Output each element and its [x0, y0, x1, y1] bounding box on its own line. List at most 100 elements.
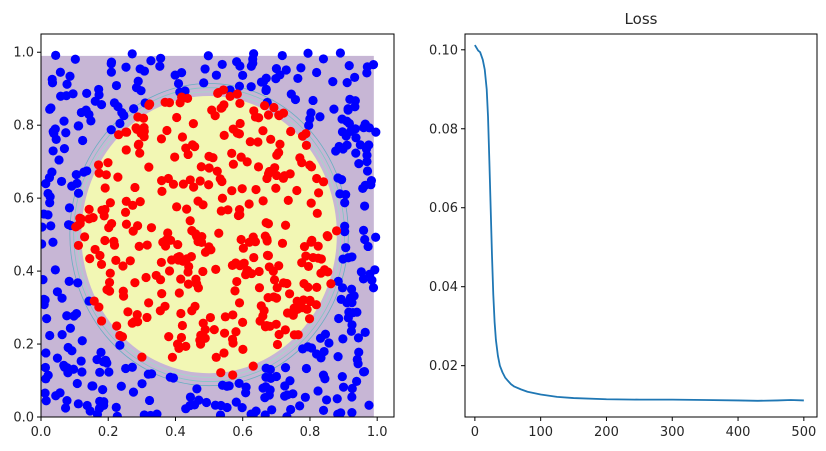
- point-inside: [304, 314, 315, 324]
- point-outside: [280, 363, 291, 373]
- loss-axes-frame: [464, 33, 818, 418]
- point-inside: [93, 160, 104, 170]
- y-tick-label: 0.4: [13, 265, 34, 280]
- point-inside: [99, 211, 109, 221]
- point-outside: [282, 412, 292, 417]
- point-inside: [127, 318, 137, 328]
- point-inside: [195, 176, 205, 186]
- point-inside: [94, 168, 104, 178]
- point-outside: [95, 367, 105, 377]
- point-outside: [246, 61, 256, 71]
- contour-line: [77, 91, 342, 378]
- point-outside: [267, 405, 277, 415]
- point-inside: [157, 288, 167, 299]
- point-outside: [261, 372, 271, 382]
- point-outside: [352, 307, 362, 317]
- point-outside: [59, 143, 70, 154]
- point-outside: [306, 343, 317, 353]
- point-outside: [282, 390, 292, 400]
- point-inside: [76, 214, 86, 224]
- point-outside: [333, 409, 343, 417]
- point-inside: [133, 112, 143, 122]
- point-outside: [59, 116, 69, 126]
- point-outside: [306, 108, 316, 118]
- point-inside: [178, 179, 188, 189]
- point-outside: [168, 373, 179, 383]
- point-outside: [354, 158, 364, 169]
- point-outside: [73, 188, 84, 198]
- point-outside: [338, 334, 348, 344]
- point-outside: [298, 344, 308, 354]
- point-outside: [136, 86, 146, 96]
- point-inside: [235, 98, 245, 108]
- point-inside: [215, 174, 225, 184]
- point-inside: [191, 229, 201, 239]
- point-outside: [46, 103, 56, 113]
- point-outside: [137, 379, 147, 389]
- scatter-y-axis: 0.0 0.2 0.4 0.6 0.8 1.0: [13, 46, 41, 426]
- point-inside: [177, 132, 188, 142]
- point-outside: [296, 63, 306, 73]
- point-outside: [235, 61, 245, 71]
- scatter-x-axis: 0.0 0.2 0.4 0.6 0.8 1.0: [31, 417, 388, 440]
- point-inside: [297, 303, 307, 313]
- point-outside: [61, 128, 71, 138]
- point-inside: [204, 180, 214, 190]
- point-inside: [170, 152, 180, 162]
- point-outside: [313, 386, 323, 396]
- point-inside: [313, 188, 324, 198]
- point-outside: [112, 411, 122, 417]
- point-inside: [96, 316, 107, 326]
- point-outside: [76, 356, 86, 366]
- point-outside: [67, 181, 77, 191]
- point-outside: [362, 68, 372, 78]
- point-inside: [137, 352, 147, 362]
- point-inside: [274, 329, 284, 340]
- point-outside: [45, 330, 55, 341]
- point-inside: [236, 234, 246, 245]
- point-inside: [204, 163, 214, 173]
- loss-x-axis: 0 100 200 300 400 500: [471, 417, 816, 440]
- point-outside: [360, 327, 370, 337]
- point-inside: [85, 254, 95, 264]
- point-inside: [157, 186, 167, 197]
- point-inside: [307, 235, 317, 245]
- point-outside: [41, 388, 50, 398]
- point-outside: [349, 291, 359, 301]
- contour-line: [69, 83, 349, 387]
- point-inside: [220, 312, 230, 322]
- point-outside: [63, 342, 73, 353]
- point-outside: [336, 175, 347, 185]
- point-inside: [122, 127, 132, 137]
- point-inside: [176, 274, 186, 284]
- point-inside: [100, 183, 110, 193]
- point-inside: [218, 85, 229, 95]
- point-inside: [228, 159, 238, 169]
- point-inside: [280, 220, 291, 230]
- y-tick-label: 0.8: [13, 119, 34, 134]
- point-inside: [292, 185, 302, 196]
- point-outside: [303, 48, 313, 58]
- point-inside: [106, 219, 117, 229]
- point-inside: [214, 228, 224, 238]
- point-inside: [130, 278, 140, 288]
- point-outside: [336, 294, 346, 304]
- point-outside: [277, 50, 287, 61]
- point-inside: [225, 91, 235, 102]
- x-tick-label: 0.2: [98, 425, 119, 440]
- point-inside: [231, 327, 241, 337]
- point-inside: [80, 232, 90, 242]
- point-inside: [313, 241, 323, 251]
- point-inside: [188, 119, 198, 129]
- point-outside: [234, 378, 244, 388]
- point-outside: [356, 267, 366, 277]
- point-inside: [207, 105, 217, 115]
- point-inside: [211, 264, 221, 274]
- point-inside: [185, 175, 195, 185]
- point-outside: [62, 311, 72, 321]
- point-outside: [251, 406, 261, 416]
- point-inside: [301, 140, 312, 150]
- point-outside: [286, 89, 296, 99]
- point-inside: [96, 259, 107, 269]
- point-inside: [227, 186, 237, 196]
